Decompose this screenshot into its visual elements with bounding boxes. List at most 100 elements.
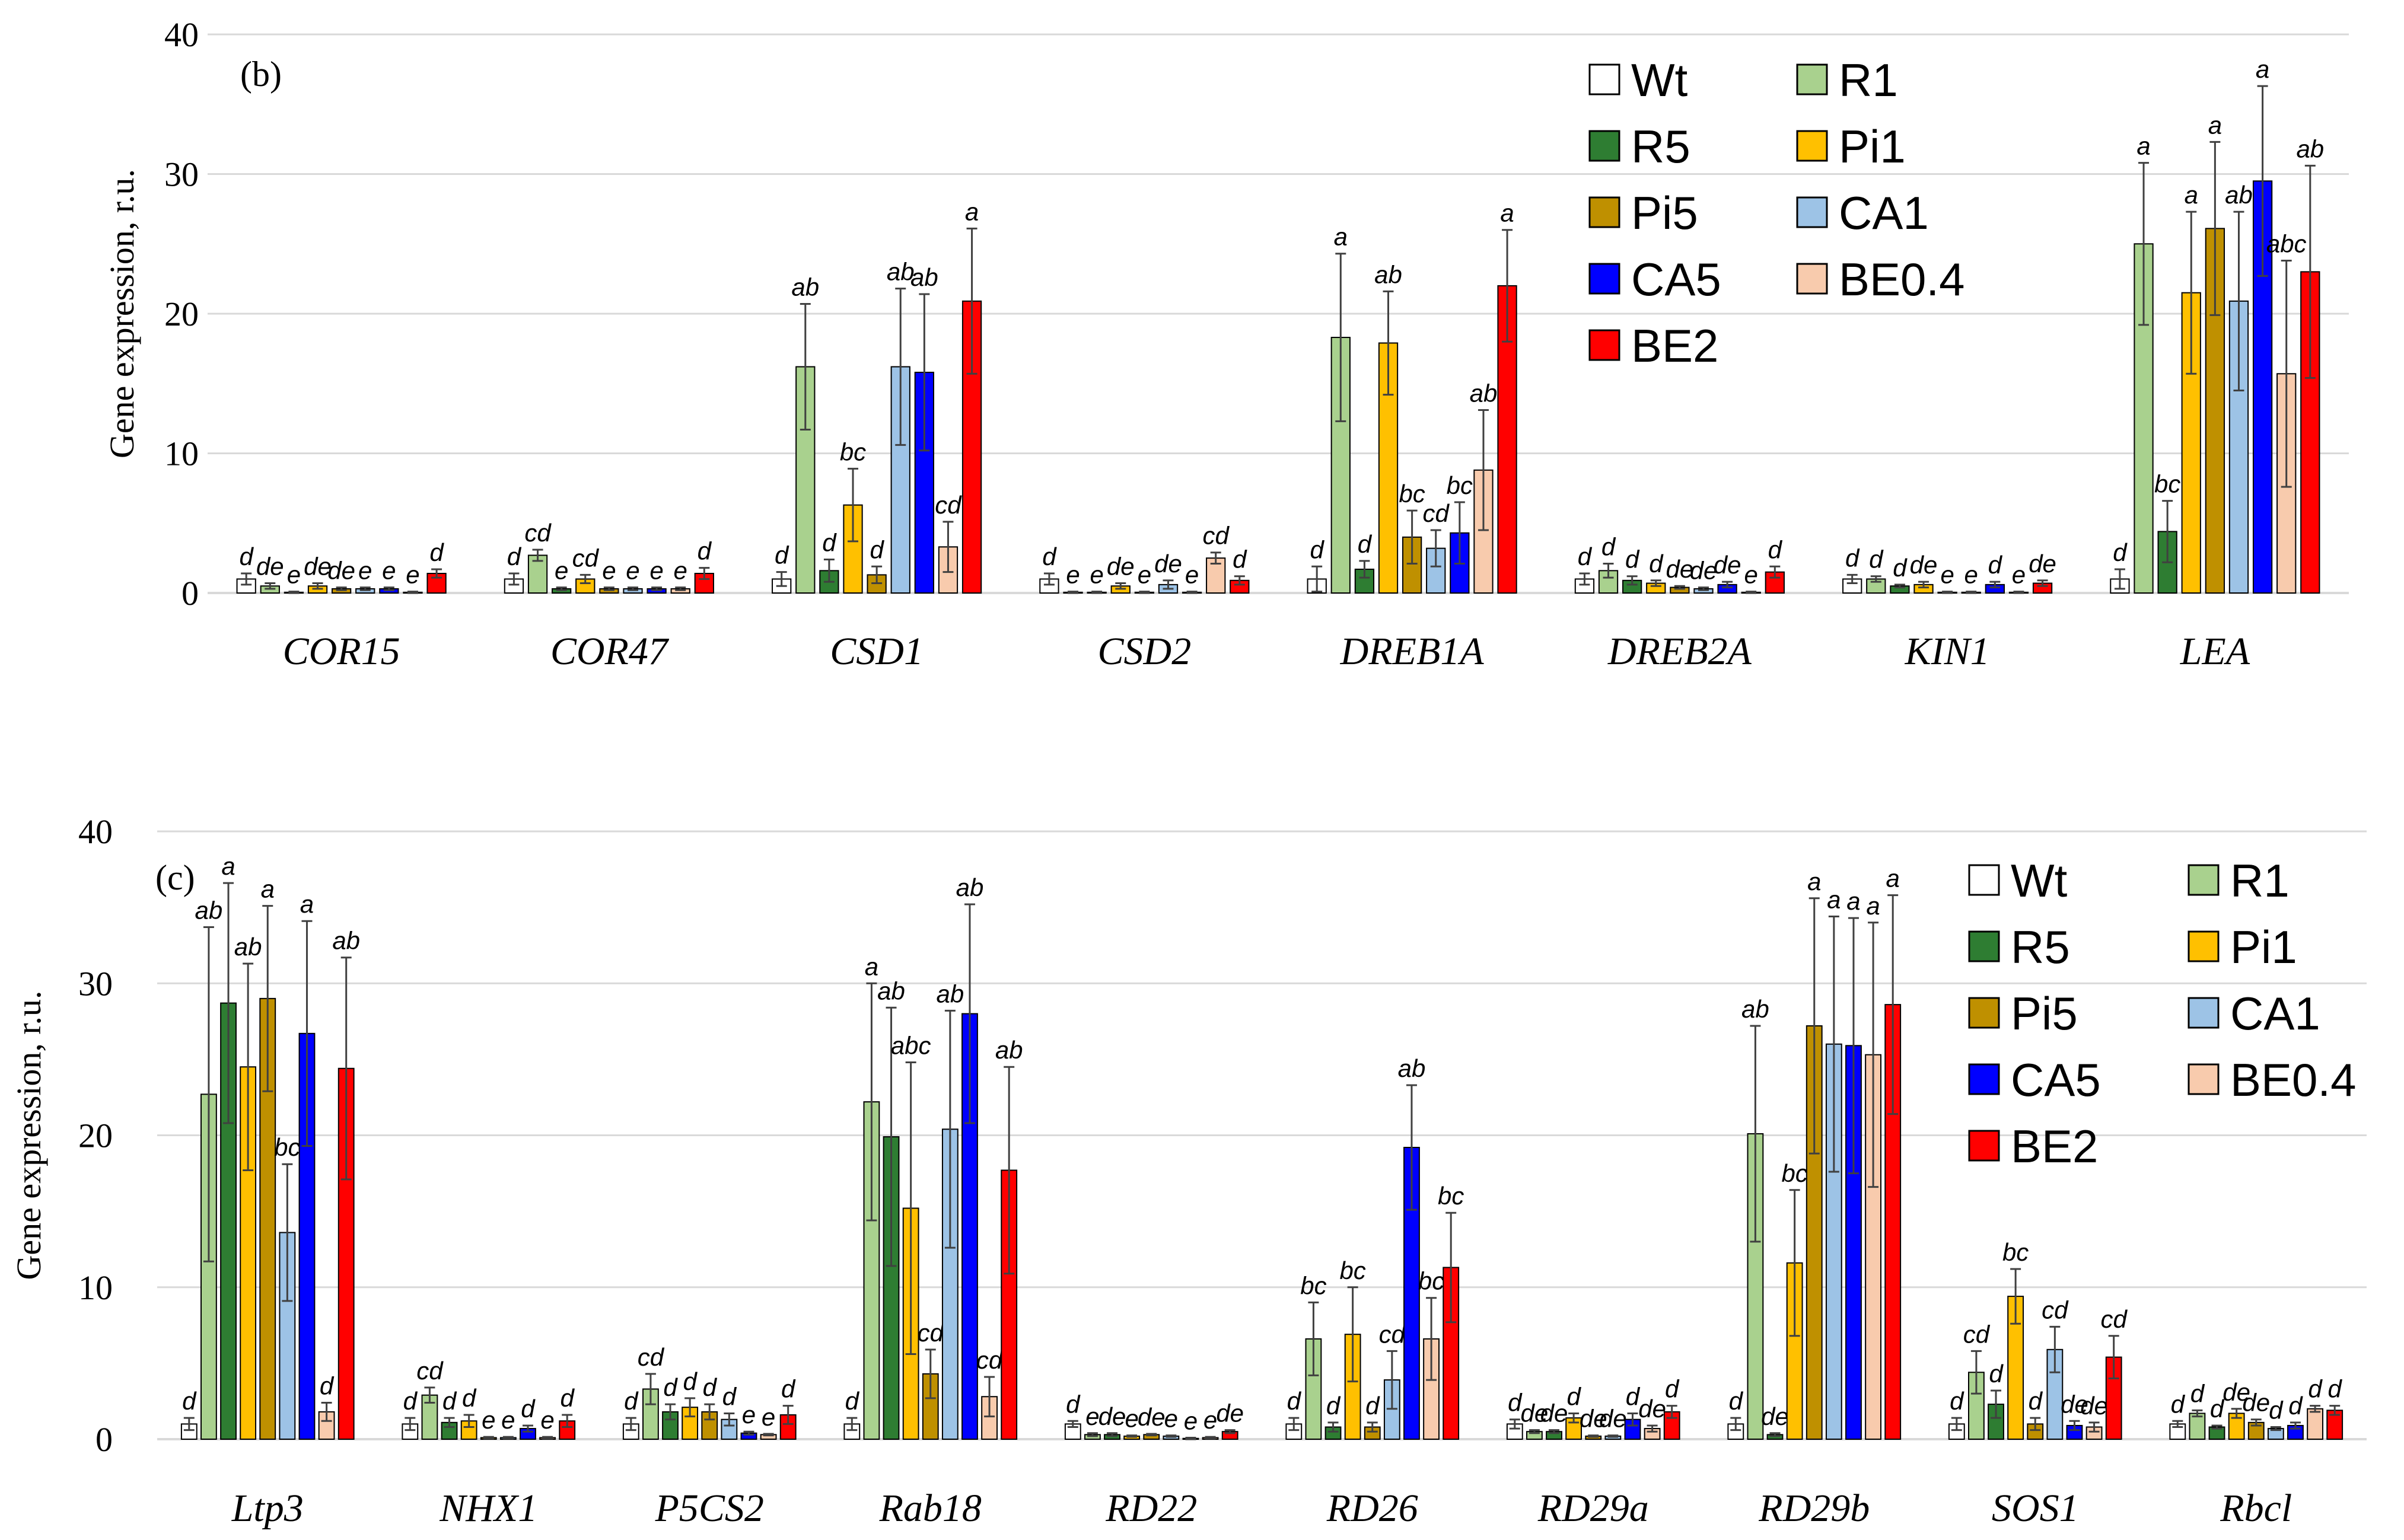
significance-label: bc bbox=[2154, 470, 2180, 498]
significance-label: d bbox=[403, 1387, 418, 1415]
significance-label: e bbox=[2012, 561, 2026, 589]
significance-label: a bbox=[1807, 868, 1821, 895]
significance-label: cd bbox=[1203, 522, 1230, 550]
significance-label: d bbox=[1665, 1375, 1680, 1403]
significance-label: de bbox=[2222, 1378, 2250, 1406]
significance-label: d bbox=[775, 541, 789, 569]
y-axis-label: Gene expression, r.u. bbox=[9, 990, 48, 1280]
significance-label: d bbox=[2210, 1395, 2225, 1423]
significance-label: e bbox=[1184, 1407, 1198, 1434]
legend-label: R1 bbox=[1839, 54, 1898, 106]
significance-label: a bbox=[2136, 132, 2150, 160]
significance-label: de bbox=[1154, 550, 1182, 578]
legend-label: BE2 bbox=[2011, 1120, 2098, 1172]
significance-label: e bbox=[1185, 561, 1199, 589]
significance-label: cd bbox=[2042, 1296, 2069, 1324]
significance-label: de bbox=[1666, 555, 1694, 583]
significance-label: ab bbox=[1470, 379, 1498, 407]
bar-Wt-RD29b bbox=[1727, 1423, 1744, 1440]
category-label: SOS1 bbox=[1992, 1487, 2079, 1530]
significance-label: e bbox=[762, 1403, 775, 1431]
significance-label: bc bbox=[1300, 1271, 1326, 1299]
significance-label: bc bbox=[2002, 1238, 2029, 1266]
y-axis-label: Gene expression, r.u. bbox=[103, 169, 141, 458]
legend: Wt R1 R5 Pi1 Pi5 CA1 CA5 BE0.4 BE2 bbox=[1968, 855, 2356, 1172]
significance-label: d bbox=[2288, 1392, 2303, 1420]
legend-label: Pi1 bbox=[2230, 921, 2297, 973]
significance-label: a bbox=[1866, 892, 1880, 920]
significance-label: d bbox=[1508, 1389, 1523, 1417]
significance-label: e bbox=[358, 557, 372, 585]
significance-label: e bbox=[1125, 1405, 1138, 1433]
significance-label: e bbox=[540, 1406, 554, 1434]
panel-tag: (c) bbox=[155, 858, 195, 897]
significance-label: cd bbox=[416, 1357, 444, 1385]
significance-label: cd bbox=[638, 1343, 665, 1371]
legend-swatch-R5 bbox=[1968, 930, 2000, 962]
significance-label: ab bbox=[956, 873, 984, 901]
bar-R1-Rbcl bbox=[2189, 1413, 2206, 1440]
significance-label: e bbox=[674, 557, 687, 585]
category-label: LEA bbox=[2180, 630, 2250, 673]
significance-label: e bbox=[1744, 561, 1758, 589]
significance-label: d bbox=[1649, 550, 1664, 578]
significance-label: de bbox=[1638, 1395, 1666, 1423]
significance-label: a bbox=[965, 197, 979, 225]
significance-label: d bbox=[1845, 544, 1860, 572]
significance-label: d bbox=[1578, 543, 1593, 570]
significance-label: bc bbox=[1447, 471, 1473, 499]
significance-label: d bbox=[663, 1373, 678, 1401]
significance-label: de bbox=[1521, 1399, 1549, 1427]
significance-label: e bbox=[1164, 1405, 1178, 1433]
significance-label: ab bbox=[332, 927, 360, 955]
significance-label: d bbox=[698, 537, 712, 565]
legend: Wt R1 R5 Pi1 Pi5 CA1 CA5 BE0.4 BE2 bbox=[1588, 54, 1964, 372]
significance-label: cd bbox=[918, 1319, 945, 1347]
bar-R1-CSD1 bbox=[795, 366, 816, 594]
significance-label: e bbox=[382, 557, 396, 585]
significance-label: d bbox=[521, 1395, 536, 1423]
significance-label: d bbox=[2113, 538, 2128, 566]
significance-label: d bbox=[240, 543, 254, 570]
legend-swatch-Wt bbox=[1588, 63, 1620, 95]
significance-label: d bbox=[1287, 1387, 1302, 1415]
category-label: DREB1A bbox=[1340, 630, 1485, 673]
legend-swatch-BE2 bbox=[1968, 1130, 2000, 1162]
significance-label: e bbox=[555, 557, 568, 585]
significance-label: de bbox=[1540, 1399, 1568, 1427]
significance-label: e bbox=[1138, 561, 1151, 589]
significance-label: d bbox=[845, 1387, 860, 1415]
legend-swatch-BE0.4 bbox=[1796, 263, 1828, 295]
significance-label: a bbox=[221, 852, 235, 880]
y-tick-label: 30 bbox=[164, 155, 199, 194]
significance-label: ab bbox=[910, 263, 938, 291]
significance-label: e bbox=[501, 1406, 515, 1434]
significance-label: bc bbox=[1438, 1182, 1464, 1210]
category-label: RD29a bbox=[1537, 1487, 1649, 1530]
legend-swatch-R1 bbox=[2188, 864, 2220, 896]
significance-label: e bbox=[1964, 561, 1978, 589]
legend-label: R5 bbox=[1631, 120, 1690, 173]
significance-label: de bbox=[1098, 1402, 1126, 1430]
legend-swatch-R1 bbox=[1796, 63, 1828, 95]
significance-label: d bbox=[182, 1387, 197, 1415]
significance-label: d bbox=[781, 1375, 796, 1403]
significance-label: cd bbox=[935, 491, 962, 519]
significance-label: d bbox=[507, 543, 522, 570]
significance-label: de bbox=[2242, 1389, 2270, 1417]
significance-label: a bbox=[1827, 886, 1841, 914]
significance-label: a bbox=[1846, 887, 1860, 915]
category-label: Rab18 bbox=[879, 1487, 982, 1530]
significance-label: d bbox=[462, 1384, 477, 1412]
significance-label: d bbox=[442, 1387, 457, 1415]
significance-label: ab bbox=[234, 933, 262, 961]
legend-swatch-Pi5 bbox=[1588, 196, 1620, 228]
significance-label: ab bbox=[2225, 181, 2253, 209]
significance-label: ab bbox=[877, 977, 905, 1005]
y-tick-label: 0 bbox=[95, 1420, 113, 1459]
legend-swatch-CA1 bbox=[1796, 196, 1828, 228]
significance-label: de bbox=[304, 553, 332, 581]
y-tick-label: 20 bbox=[164, 295, 199, 333]
panel-tag: (b) bbox=[240, 55, 282, 94]
